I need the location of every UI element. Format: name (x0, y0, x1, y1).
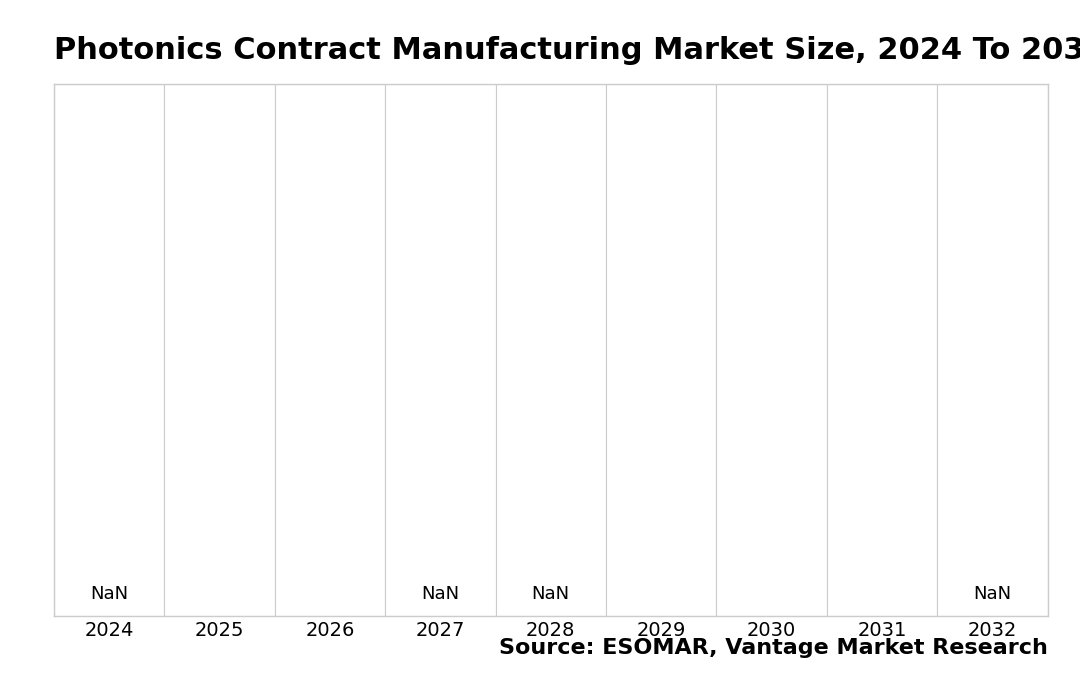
Bar (386, 84, 496, 616)
Text: NaN: NaN (531, 584, 570, 603)
Text: Source: ESOMAR, Vantage Market Research: Source: ESOMAR, Vantage Market Research (499, 638, 1048, 658)
Bar (496, 84, 606, 616)
Bar (827, 84, 937, 616)
Text: NaN: NaN (90, 584, 129, 603)
Bar (937, 84, 1048, 616)
Bar (164, 84, 274, 616)
Text: Photonics Contract Manufacturing Market Size, 2024 To 2032 (USD Million): Photonics Contract Manufacturing Market … (54, 36, 1080, 65)
Bar (54, 84, 164, 616)
Text: NaN: NaN (421, 584, 459, 603)
Bar (274, 84, 386, 616)
Text: NaN: NaN (973, 584, 1012, 603)
Bar (606, 84, 716, 616)
Bar (716, 84, 827, 616)
